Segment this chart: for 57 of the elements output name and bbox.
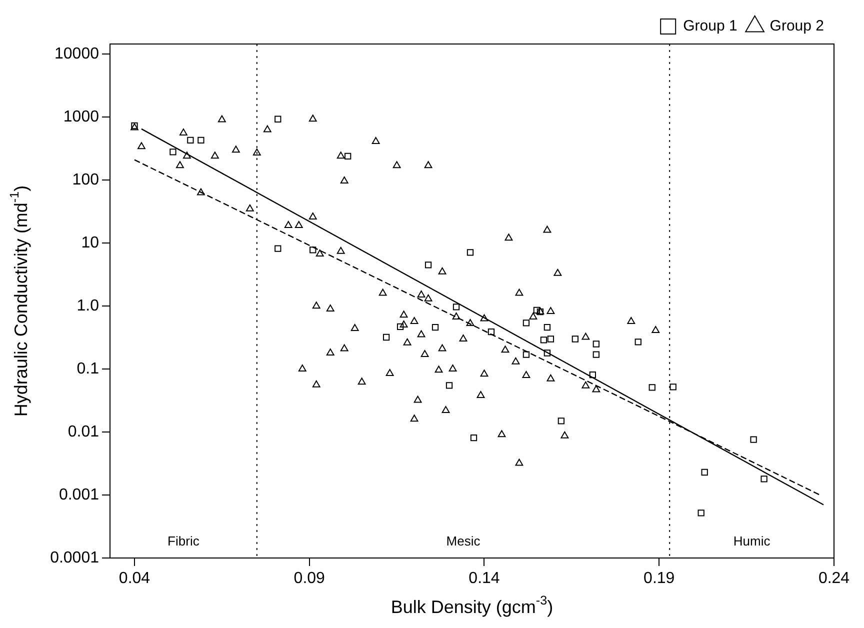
point: [198, 136, 204, 144]
point: [670, 384, 676, 390]
point: [540, 336, 548, 344]
y-tick-label: 1000: [63, 108, 100, 126]
point: [592, 340, 600, 348]
point: [446, 382, 453, 389]
point: [274, 245, 282, 252]
point: [432, 324, 439, 331]
point: [344, 152, 352, 160]
point: [470, 434, 478, 442]
point: [131, 122, 138, 130]
y-tick-label: 0.0001: [50, 549, 100, 566]
point: [760, 476, 768, 482]
point: [544, 350, 551, 356]
point: [310, 246, 316, 254]
point: [750, 436, 757, 443]
y-tick-label: 1.0: [76, 297, 100, 314]
annotation: Humic: [733, 534, 771, 549]
x-tick-label: 0.19: [644, 570, 675, 588]
point: [382, 334, 390, 341]
y-tick-label: 10: [81, 234, 100, 252]
x-tick-label: 0.09: [294, 570, 326, 588]
annotation: Fibric: [168, 534, 200, 549]
x-tick-label: 0.24: [818, 570, 850, 588]
y-tick-label: 0.001: [58, 486, 100, 504]
y-tick-label: 0.01: [68, 423, 100, 440]
point: [547, 336, 554, 342]
point: [466, 249, 474, 256]
y-tick-label: 100: [72, 172, 100, 189]
point: [648, 384, 656, 391]
point: [589, 371, 596, 378]
point: [187, 136, 194, 144]
point: [558, 418, 565, 424]
legend-label: Group 1: [683, 18, 738, 35]
point: [170, 148, 176, 156]
point: [698, 510, 704, 516]
point: [533, 306, 540, 314]
point: [274, 116, 282, 122]
point: [544, 324, 551, 331]
point: [488, 328, 495, 336]
point: [424, 262, 432, 268]
point: [522, 351, 530, 358]
x-tick-label: 0.04: [118, 570, 150, 588]
y-tick-label: 0.1: [76, 360, 100, 378]
point: [592, 351, 600, 358]
legend-label: Group 2: [770, 18, 824, 35]
x-tick-label: 0.14: [468, 570, 500, 588]
y-tick-label: 10000: [54, 46, 100, 63]
point: [522, 320, 530, 326]
point: [572, 336, 579, 342]
annotation: Mesic: [446, 534, 481, 549]
point: [452, 304, 460, 310]
point: [634, 338, 642, 346]
y-axis-title: Hydraulic Conductivity (md-1): [7, 185, 31, 417]
point: [701, 468, 708, 476]
point: [536, 308, 544, 316]
point: [396, 323, 404, 330]
